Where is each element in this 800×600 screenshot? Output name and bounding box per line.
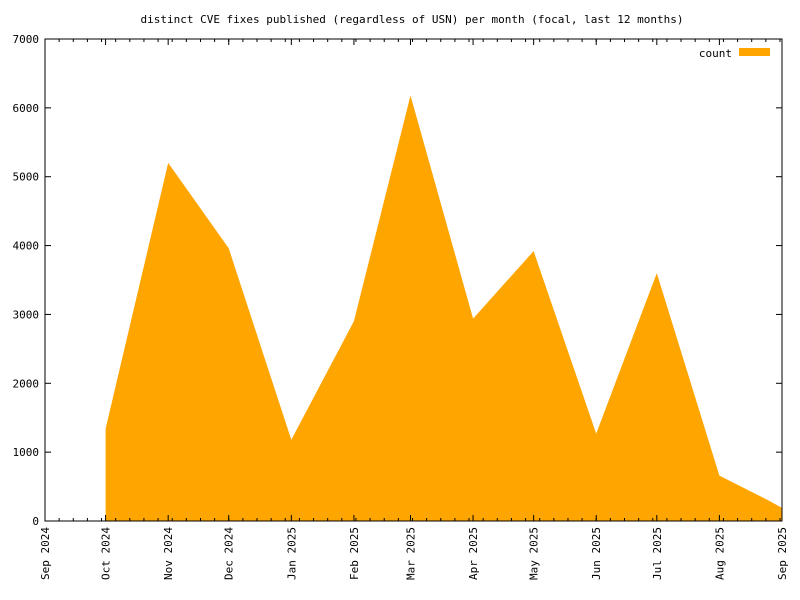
x-tick-label: Sep 2025 xyxy=(776,527,789,580)
chart-title: distinct CVE fixes published (regardless… xyxy=(140,13,683,26)
x-tick-label: Apr 2025 xyxy=(467,527,480,580)
x-tick-label: Mar 2025 xyxy=(404,527,417,580)
x-tick-label: Oct 2024 xyxy=(100,527,113,580)
plot-frame xyxy=(44,38,783,522)
y-tick-label: 2000 xyxy=(13,377,40,390)
legend: count xyxy=(699,47,770,60)
legend-swatch xyxy=(739,48,770,56)
x-tick-label: Sep 2024 xyxy=(39,527,52,580)
x-tick-label: Dec 2024 xyxy=(223,527,236,580)
y-tick-label: 6000 xyxy=(13,102,40,115)
y-tick-label: 0 xyxy=(32,515,39,528)
x-tick-label: Nov 2024 xyxy=(162,527,175,580)
x-tick-label: Aug 2025 xyxy=(713,527,726,580)
area-layer xyxy=(105,95,783,521)
x-tick-label: Jun 2025 xyxy=(590,527,603,580)
y-tick-label: 1000 xyxy=(13,446,40,459)
y-axis-labels: 0 1000 2000 3000 4000 5000 6000 7000 xyxy=(13,33,40,528)
x-tick-label: Jan 2025 xyxy=(285,527,298,580)
area-series-count xyxy=(105,95,783,521)
y-tick-label: 4000 xyxy=(13,240,40,253)
y-tick-label: 7000 xyxy=(13,33,40,46)
x-tick-label: Feb 2025 xyxy=(348,527,361,580)
x-axis-labels: Sep 2024 Oct 2024 Nov 2024 Dec 2024 Jan 2025… xyxy=(39,527,789,580)
y-tick-label: 3000 xyxy=(13,308,40,321)
legend-label: count xyxy=(699,47,732,60)
y-tick-label: 5000 xyxy=(13,171,40,184)
x-tick-label: May 2025 xyxy=(528,527,541,580)
x-tick-label: Jul 2025 xyxy=(651,527,664,580)
